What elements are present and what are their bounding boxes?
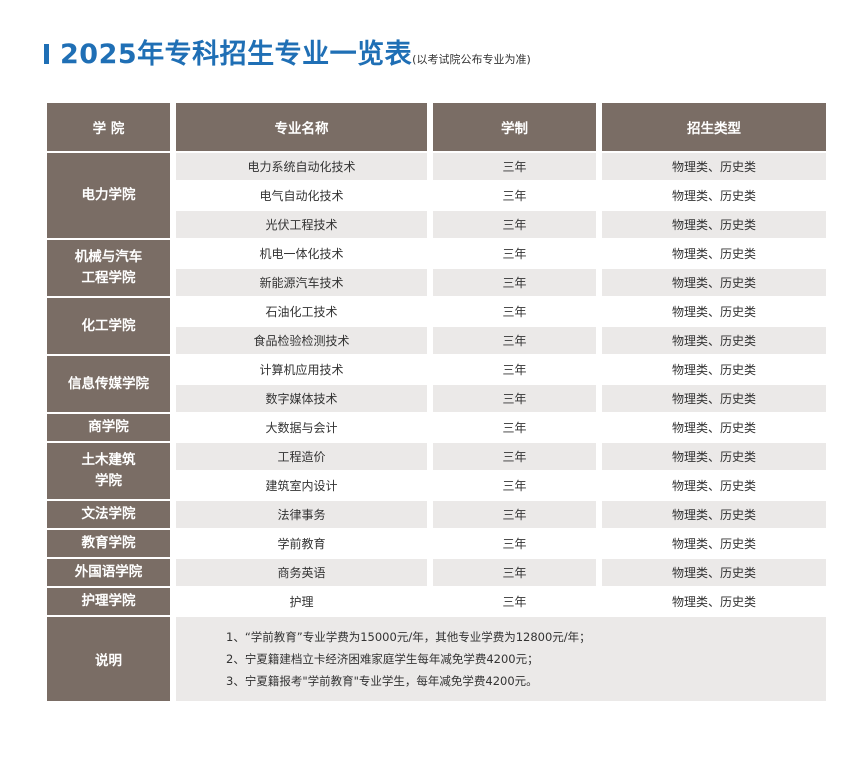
major-duration: 三年 — [433, 153, 596, 180]
notes-content: 1、“学前教育”专业学费为15000元/年，其他专业学费为12800元/年； 2… — [176, 617, 826, 701]
major-type: 物理类、历史类 — [602, 153, 826, 180]
major-type: 物理类、历史类 — [602, 530, 826, 557]
college-cell: 文法学院 — [47, 501, 170, 528]
table-row: 文法学院 法律事务 三年 物理类、历史类 — [47, 501, 826, 528]
major-name: 商务英语 — [176, 559, 427, 586]
table-row: 商学院 大数据与会计 三年 物理类、历史类 — [47, 414, 826, 441]
table-row: 光伏工程技术 三年 物理类、历史类 — [47, 211, 826, 238]
title-text: 2025年专科招生专业一览表 — [60, 39, 413, 70]
major-duration: 三年 — [433, 385, 596, 412]
major-duration: 三年 — [433, 443, 596, 470]
major-type: 物理类、历史类 — [602, 269, 826, 296]
college-cell: 护理学院 — [47, 588, 170, 615]
major-type: 物理类、历史类 — [602, 356, 826, 383]
notes-row: 说明 1、“学前教育”专业学费为15000元/年，其他专业学费为12800元/年… — [47, 617, 826, 701]
notes-label: 说明 — [47, 617, 170, 701]
major-duration: 三年 — [433, 356, 596, 383]
college-name-line1: 土木建筑 — [81, 452, 136, 468]
major-duration: 三年 — [433, 588, 596, 615]
majors-table: 学 院 专业名称 学制 招生类型 电力学院 电力系统自动化技术 三年 物理类、历… — [41, 101, 832, 703]
major-duration: 三年 — [433, 269, 596, 296]
college-cell: 信息传媒学院 — [47, 356, 170, 412]
major-duration: 三年 — [433, 240, 596, 267]
table-row: 食品检验检测技术 三年 物理类、历史类 — [47, 327, 826, 354]
note-line: 3、宁夏籍报考"学前教育"专业学生，每年减免学费4200元。 — [226, 674, 538, 688]
major-name: 光伏工程技术 — [176, 211, 427, 238]
major-type: 物理类、历史类 — [602, 559, 826, 586]
major-duration: 三年 — [433, 501, 596, 528]
major-type: 物理类、历史类 — [602, 443, 826, 470]
major-type: 物理类、历史类 — [602, 501, 826, 528]
note-line: 2、宁夏籍建档立卡经济困难家庭学生每年减免学费4200元； — [226, 652, 539, 666]
table-row: 土木建筑学院 工程造价 三年 物理类、历史类 — [47, 443, 826, 499]
table-row: 数字媒体技术 三年 物理类、历史类 — [47, 385, 826, 412]
note-line: 1、“学前教育”专业学费为15000元/年，其他专业学费为12800元/年； — [226, 630, 591, 644]
table-row: 教育学院 学前教育 三年 物理类、历史类 — [47, 530, 826, 557]
major-name: 工程造价 — [176, 443, 427, 470]
table-row: 护理学院 护理 三年 物理类、历史类 — [47, 588, 826, 615]
page-title: 2025年专科招生专业一览表(以考试院公布专业为准) — [60, 32, 531, 71]
college-cell: 外国语学院 — [47, 559, 170, 586]
college-cell: 化工学院 — [47, 298, 170, 354]
header-major: 专业名称 — [176, 103, 427, 151]
major-name: 新能源汽车技术 — [176, 269, 427, 296]
major-name: 石油化工技术 — [176, 298, 427, 325]
major-type: 物理类、历史类 — [602, 385, 826, 412]
table-row: 电力学院 电力系统自动化技术 三年 物理类、历史类 — [47, 153, 826, 238]
title-subtitle: (以考试院公布专业为准) — [412, 53, 531, 66]
major-type: 物理类、历史类 — [602, 414, 826, 441]
major-name: 大数据与会计 — [176, 414, 427, 441]
header-duration: 学制 — [433, 103, 596, 151]
major-type: 物理类、历史类 — [602, 298, 826, 325]
major-duration: 三年 — [433, 559, 596, 586]
major-duration: 三年 — [433, 182, 596, 209]
major-name: 数字媒体技术 — [176, 385, 427, 412]
college-cell: 教育学院 — [47, 530, 170, 557]
major-type: 物理类、历史类 — [602, 240, 826, 267]
major-duration: 三年 — [433, 530, 596, 557]
table-row: 外国语学院 商务英语 三年 物理类、历史类 — [47, 559, 826, 586]
college-name-line2: 工程学院 — [81, 270, 136, 286]
major-duration: 三年 — [433, 298, 596, 325]
table-row: 新能源汽车技术 三年 物理类、历史类 — [47, 269, 826, 296]
title-accent-bar — [44, 44, 49, 64]
major-name: 建筑室内设计 — [176, 472, 427, 499]
major-name: 食品检验检测技术 — [176, 327, 427, 354]
header-college: 学 院 — [47, 103, 170, 151]
major-duration: 三年 — [433, 414, 596, 441]
college-cell: 电力学院 — [47, 153, 170, 238]
major-name: 护理 — [176, 588, 427, 615]
major-name: 法律事务 — [176, 501, 427, 528]
major-name: 电力系统自动化技术 — [176, 153, 427, 180]
college-name-line1: 机械与汽车 — [74, 249, 143, 265]
college-cell: 机械与汽车 工程学院 — [47, 240, 170, 296]
major-name: 机电一体化技术 — [176, 240, 427, 267]
table-row: 信息传媒学院 计算机应用技术 三年 物理类、历史类 — [47, 356, 826, 412]
major-name: 学前教育 — [176, 530, 427, 557]
table-row: 电气自动化技术 三年 物理类、历史类 — [47, 182, 826, 209]
major-type: 物理类、历史类 — [602, 182, 826, 209]
table-row: 机械与汽车工程学院 机电一体化技术 三年 物理类、历史类 — [47, 240, 826, 296]
college-name-line2: 学院 — [95, 473, 122, 489]
major-type: 物理类、历史类 — [602, 211, 826, 238]
major-type: 物理类、历史类 — [602, 472, 826, 499]
table-row: 化工学院 石油化工技术 三年 物理类、历史类 — [47, 298, 826, 354]
header-type: 招生类型 — [602, 103, 826, 151]
major-name: 计算机应用技术 — [176, 356, 427, 383]
table-row: 建筑室内设计 三年 物理类、历史类 — [47, 472, 826, 499]
major-name: 电气自动化技术 — [176, 182, 427, 209]
major-duration: 三年 — [433, 327, 596, 354]
major-type: 物理类、历史类 — [602, 327, 826, 354]
college-cell: 商学院 — [47, 414, 170, 441]
major-duration: 三年 — [433, 211, 596, 238]
college-cell: 土木建筑 学院 — [47, 443, 170, 499]
major-duration: 三年 — [433, 472, 596, 499]
major-type: 物理类、历史类 — [602, 588, 826, 615]
